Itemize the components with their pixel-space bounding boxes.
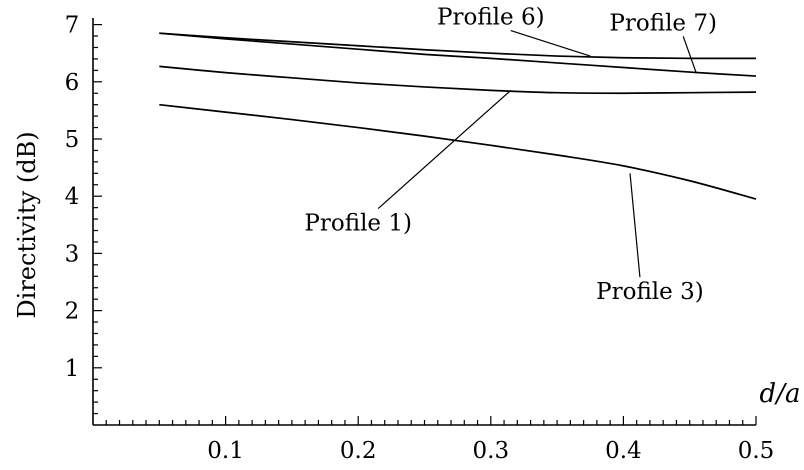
x-tick-label: 0.4 (605, 438, 642, 464)
series-line (159, 65, 757, 95)
y-tick-label: 7 (65, 13, 80, 39)
series (159, 32, 757, 200)
label-leader-line (629, 173, 641, 278)
ticks: 0.1 0.2 0.3 0.4 0.5 1 2 3 4 5 6 7 (65, 13, 775, 464)
y-tick-label: 1 (65, 356, 80, 382)
label-leader-line (682, 36, 697, 74)
x-tick-label: 0.5 (738, 438, 775, 464)
y-axis-title: Directivity (dB) (13, 131, 41, 318)
x-tick-label: 0.2 (340, 438, 377, 464)
y-tick-label: 4 (65, 184, 80, 210)
y-tick-label: 6 (65, 70, 80, 96)
y-tick-label: 3 (65, 241, 80, 267)
axes (92, 18, 756, 426)
x-tick-label: 0.1 (207, 438, 244, 464)
series-line (159, 32, 757, 60)
y-tick-label: 5 (65, 127, 80, 153)
series-line (159, 32, 757, 77)
series-label: Profile 3) (596, 279, 704, 305)
series-label: Profile 7) (609, 10, 717, 36)
series-label: Profile 1) (304, 211, 412, 237)
annotations: Profile 1) Profile 3) Profile 6) Profile 7) (304, 5, 717, 306)
label-leader-line (510, 30, 591, 57)
x-tick-label: 0.3 (473, 438, 510, 464)
label-leader-line (377, 89, 512, 209)
y-tick-label: 2 (65, 299, 80, 325)
x-axis-title: d/a (760, 379, 801, 409)
series-label: Profile 6) (437, 5, 545, 31)
series-line (159, 103, 757, 200)
